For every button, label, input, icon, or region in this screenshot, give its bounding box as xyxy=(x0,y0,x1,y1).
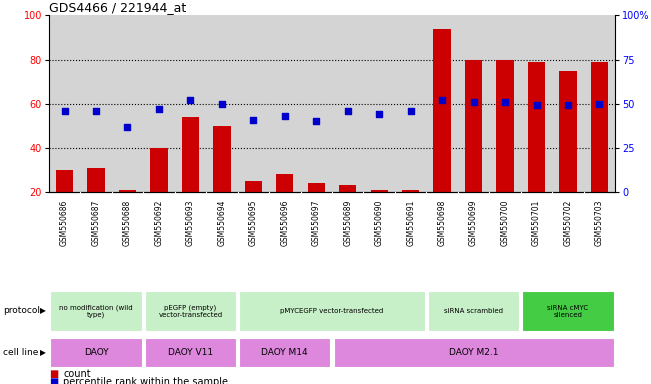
Bar xyxy=(269,15,301,192)
Text: GSM550691: GSM550691 xyxy=(406,200,415,246)
Bar xyxy=(276,174,294,192)
Point xyxy=(437,97,447,103)
Text: percentile rank within the sample: percentile rank within the sample xyxy=(63,377,228,384)
Text: DAOY M2.1: DAOY M2.1 xyxy=(449,348,499,357)
Text: pMYCEGFP vector-transfected: pMYCEGFP vector-transfected xyxy=(281,308,383,314)
FancyBboxPatch shape xyxy=(145,338,236,367)
Bar xyxy=(56,170,73,192)
Point xyxy=(531,103,542,109)
Point xyxy=(311,118,322,124)
Bar xyxy=(245,181,262,192)
Bar xyxy=(402,190,419,192)
Text: GSM550687: GSM550687 xyxy=(92,200,100,246)
Bar xyxy=(559,71,577,192)
FancyBboxPatch shape xyxy=(145,291,236,331)
Bar xyxy=(49,15,80,192)
Text: GSM550695: GSM550695 xyxy=(249,200,258,246)
Bar xyxy=(426,15,458,192)
Bar xyxy=(182,117,199,192)
Bar xyxy=(465,60,482,192)
Point xyxy=(279,113,290,119)
Text: ▶: ▶ xyxy=(40,306,46,314)
Text: GSM550696: GSM550696 xyxy=(281,200,289,246)
Bar xyxy=(395,15,426,192)
Text: no modification (wild
type): no modification (wild type) xyxy=(59,304,133,318)
Point xyxy=(342,108,353,114)
Text: siRNA scrambled: siRNA scrambled xyxy=(444,308,503,314)
Bar xyxy=(528,62,545,192)
Text: GSM550689: GSM550689 xyxy=(343,200,352,246)
Bar xyxy=(80,15,112,192)
Text: GSM550698: GSM550698 xyxy=(437,200,447,246)
Bar xyxy=(238,15,269,192)
Bar xyxy=(370,190,388,192)
Bar xyxy=(150,148,167,192)
Point xyxy=(185,97,195,103)
Text: GSM550693: GSM550693 xyxy=(186,200,195,246)
Bar xyxy=(458,15,490,192)
Point xyxy=(406,108,416,114)
Text: GSM550694: GSM550694 xyxy=(217,200,227,246)
FancyBboxPatch shape xyxy=(428,291,519,331)
Text: GSM550703: GSM550703 xyxy=(595,200,604,246)
Bar xyxy=(521,15,552,192)
Text: DAOY V11: DAOY V11 xyxy=(168,348,213,357)
Point xyxy=(248,116,258,122)
Bar xyxy=(119,190,136,192)
Text: GSM550686: GSM550686 xyxy=(60,200,69,246)
Bar xyxy=(87,168,105,192)
Bar xyxy=(584,15,615,192)
Bar xyxy=(339,185,356,192)
Text: GSM550688: GSM550688 xyxy=(123,200,132,246)
Text: DAOY: DAOY xyxy=(84,348,108,357)
Bar xyxy=(206,15,238,192)
Bar xyxy=(490,15,521,192)
Text: count: count xyxy=(63,369,90,379)
FancyBboxPatch shape xyxy=(522,291,614,331)
Bar xyxy=(214,126,230,192)
Point xyxy=(59,108,70,114)
Bar xyxy=(112,15,143,192)
Text: protocol: protocol xyxy=(3,306,40,314)
Point xyxy=(374,111,384,118)
FancyBboxPatch shape xyxy=(239,291,425,331)
Text: GSM550690: GSM550690 xyxy=(375,200,383,246)
Bar xyxy=(434,29,450,192)
Point xyxy=(500,99,510,105)
FancyBboxPatch shape xyxy=(239,338,331,367)
Bar xyxy=(363,15,395,192)
Text: cell line: cell line xyxy=(3,348,38,357)
FancyBboxPatch shape xyxy=(50,291,142,331)
Text: GSM550697: GSM550697 xyxy=(312,200,321,246)
Point xyxy=(562,103,573,109)
Point xyxy=(594,101,605,107)
Bar xyxy=(591,62,608,192)
Point xyxy=(217,101,227,107)
Bar xyxy=(308,183,325,192)
Text: siRNA cMYC
silenced: siRNA cMYC silenced xyxy=(547,305,589,318)
Bar xyxy=(174,15,206,192)
Bar xyxy=(332,15,363,192)
Text: GSM550699: GSM550699 xyxy=(469,200,478,246)
Text: GSM550692: GSM550692 xyxy=(154,200,163,246)
Text: GSM550702: GSM550702 xyxy=(564,200,572,246)
Bar xyxy=(497,60,514,192)
Point xyxy=(122,124,133,130)
Text: GSM550701: GSM550701 xyxy=(532,200,541,246)
Point xyxy=(90,108,101,114)
Text: ■: ■ xyxy=(49,377,58,384)
Point xyxy=(154,106,164,112)
Bar xyxy=(552,15,584,192)
FancyBboxPatch shape xyxy=(50,338,142,367)
Point xyxy=(468,99,478,105)
Text: GDS4466 / 221944_at: GDS4466 / 221944_at xyxy=(49,1,186,14)
Bar xyxy=(143,15,174,192)
Text: pEGFP (empty)
vector-transfected: pEGFP (empty) vector-transfected xyxy=(158,304,223,318)
Bar xyxy=(301,15,332,192)
Text: ■: ■ xyxy=(49,369,58,379)
Text: ▶: ▶ xyxy=(40,348,46,357)
Text: DAOY M14: DAOY M14 xyxy=(262,348,308,357)
FancyBboxPatch shape xyxy=(333,338,614,367)
Text: GSM550700: GSM550700 xyxy=(501,200,510,246)
